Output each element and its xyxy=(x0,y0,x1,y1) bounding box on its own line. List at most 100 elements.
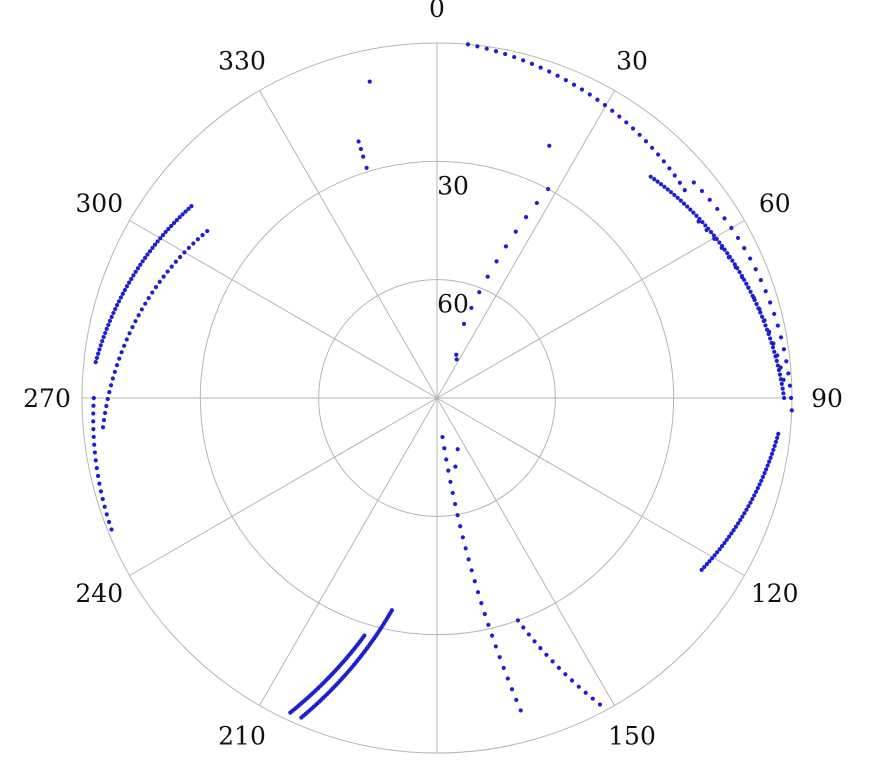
data-point xyxy=(760,474,766,480)
data-point xyxy=(100,425,106,430)
data-point xyxy=(762,318,767,323)
data-point xyxy=(711,233,716,238)
data-point xyxy=(583,690,588,695)
data-point xyxy=(655,179,660,184)
data-point xyxy=(475,44,480,49)
data-point xyxy=(624,120,629,125)
data-point xyxy=(494,259,499,264)
data-point xyxy=(505,676,510,681)
data-point xyxy=(758,310,763,315)
data-point xyxy=(493,644,498,649)
angular-grid-spoke xyxy=(436,397,615,706)
angular-grid-spoke xyxy=(259,397,438,706)
data-point xyxy=(688,207,693,212)
data-point xyxy=(114,363,120,368)
data-point xyxy=(477,290,482,295)
data-point xyxy=(576,684,581,689)
data-point xyxy=(569,678,575,683)
data-point xyxy=(665,187,670,192)
data-point xyxy=(662,184,667,189)
data-point xyxy=(493,49,499,54)
data-point xyxy=(361,154,366,159)
data-point xyxy=(763,289,768,294)
data-point xyxy=(124,337,129,342)
data-point xyxy=(740,275,745,280)
data-point xyxy=(729,225,734,231)
data-point xyxy=(484,46,489,51)
data-point xyxy=(521,625,526,630)
data-point xyxy=(707,559,712,564)
data-point xyxy=(153,285,159,290)
angular-tick-label: 270 xyxy=(23,384,71,413)
data-point xyxy=(775,323,780,328)
data-point xyxy=(101,417,107,423)
data-point xyxy=(171,220,177,226)
data-point xyxy=(142,255,148,260)
data-point xyxy=(658,182,664,187)
data-point xyxy=(772,443,777,449)
data-point xyxy=(173,259,178,264)
data-point xyxy=(752,493,757,498)
data-point xyxy=(668,190,674,195)
data-point xyxy=(96,351,101,356)
data-point xyxy=(102,504,107,509)
data-point xyxy=(512,54,517,60)
data-point xyxy=(163,229,168,235)
data-point xyxy=(526,632,531,637)
data-point xyxy=(772,349,777,354)
data-point xyxy=(778,335,784,340)
angular-grid-spoke xyxy=(436,397,745,576)
data-point xyxy=(779,381,784,387)
data-point xyxy=(104,326,109,331)
data-point xyxy=(107,318,113,323)
grid-layer xyxy=(81,42,793,754)
data-point xyxy=(356,139,361,144)
data-point xyxy=(708,230,714,235)
data-point xyxy=(458,524,463,529)
data-point xyxy=(677,180,682,185)
data-point xyxy=(717,240,722,245)
data-point xyxy=(765,463,770,468)
data-point xyxy=(762,471,767,476)
data-point xyxy=(744,507,749,512)
data-point xyxy=(152,242,158,247)
data-point xyxy=(113,306,118,312)
data-point xyxy=(782,395,787,401)
data-point xyxy=(186,245,191,250)
data-point xyxy=(691,210,696,215)
data-point xyxy=(571,82,577,87)
data-point xyxy=(722,216,727,221)
data-point xyxy=(730,258,735,263)
data-point xyxy=(775,435,780,441)
data-point xyxy=(442,446,447,451)
data-point xyxy=(178,254,183,260)
data-point xyxy=(136,313,141,318)
data-point xyxy=(120,291,125,296)
data-point xyxy=(544,652,549,657)
data-point xyxy=(682,187,687,193)
data-point xyxy=(102,410,108,416)
data-point xyxy=(759,314,765,319)
data-point xyxy=(101,334,106,340)
angular-tick-label: 300 xyxy=(75,189,123,218)
data-point xyxy=(678,198,683,203)
data-point xyxy=(108,383,114,388)
data-point xyxy=(358,146,363,152)
data-point xyxy=(768,300,773,305)
data-point xyxy=(770,345,776,350)
data-point xyxy=(744,281,749,286)
radial-tick-label: 60 xyxy=(437,290,469,319)
data-point xyxy=(724,537,729,542)
data-point xyxy=(712,236,717,241)
data-point xyxy=(139,307,144,312)
angular-tick-label: 120 xyxy=(751,579,799,608)
data-point xyxy=(97,347,102,352)
data-point xyxy=(183,209,188,214)
data-point xyxy=(715,206,720,212)
data-point xyxy=(165,269,170,274)
data-point xyxy=(556,665,562,670)
angular-tick-label: 60 xyxy=(759,189,791,218)
data-point xyxy=(133,269,138,274)
data-point xyxy=(563,672,568,677)
